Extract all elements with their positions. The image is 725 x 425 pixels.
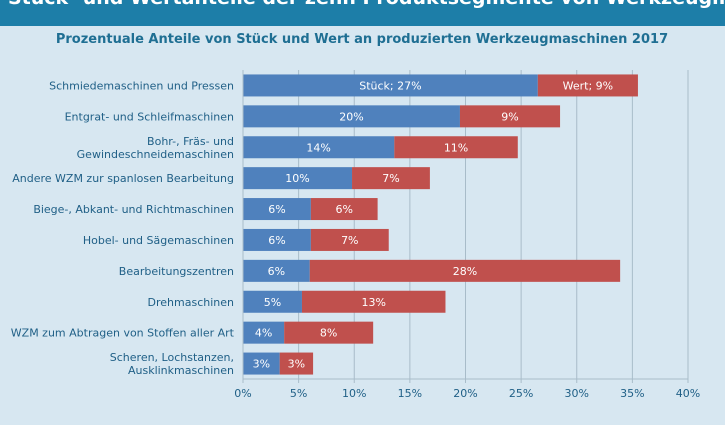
category-label: Bohr-, Fräs- und Gewindeschneidemaschinen <box>77 135 234 161</box>
data-label-wert: 6% <box>336 203 353 216</box>
category-label-line: Schmiedemaschinen und Pressen <box>49 79 234 92</box>
bar-wert <box>459 105 561 128</box>
x-axis-ticks: 0% 5% 10% 15% 20% 25% 30% 35% 40% <box>234 70 700 400</box>
x-tick-label: 25% <box>509 387 533 400</box>
bar-wert <box>537 74 638 97</box>
bar-wert <box>310 228 389 251</box>
data-label-stueck: 4% <box>255 327 272 340</box>
data-label-wert: 9% <box>501 110 518 123</box>
bar-stueck <box>243 321 285 344</box>
bar-stueck <box>243 290 302 313</box>
bar-wert <box>284 321 374 344</box>
chart-svg: Prozentuale Anteile von Stück und Wert a… <box>11 32 700 400</box>
header-bar: Stück- und Wertanteile der zehn Produkts… <box>0 0 725 26</box>
data-label-stueck: 20% <box>339 110 363 123</box>
category-label-line: WZM zum Abtragen von Stoffen aller Art <box>11 327 235 340</box>
data-label-wert: 7% <box>382 172 399 185</box>
x-tick-label: 0% <box>234 387 251 400</box>
data-label-wert: 11% <box>444 141 468 154</box>
bar-stueck <box>243 198 311 221</box>
category-label-line: Bohr-, Fräs- und <box>147 135 234 148</box>
bar-stueck <box>243 105 460 128</box>
bar-stueck <box>243 136 395 159</box>
category-label: Biege-, Abkant- und Richtmaschinen <box>33 203 234 216</box>
category-label: Bearbeitungszentren <box>119 265 234 278</box>
x-tick-label: 15% <box>398 387 422 400</box>
category-labels: Schmiedemaschinen und Pressen Entgrat- un… <box>11 79 235 377</box>
data-label-stueck: 6% <box>268 203 285 216</box>
category-label-line: Entgrat- und Schleifmaschinen <box>65 110 234 123</box>
data-label-stueck: 14% <box>306 141 330 154</box>
chart-title: Prozentuale Anteile von Stück und Wert a… <box>56 32 668 47</box>
bar-wert <box>309 259 621 282</box>
category-label: Andere WZM zur spanlosen Bearbeitung <box>12 172 234 185</box>
category-label: Schmiedemaschinen und Pressen <box>49 79 234 92</box>
data-label-stueck: 6% <box>268 234 285 247</box>
chart-area: Prozentuale Anteile von Stück und Wert a… <box>0 26 725 421</box>
bar-stueck <box>243 352 280 375</box>
data-label-stueck: 10% <box>285 172 309 185</box>
category-label-line: Bearbeitungszentren <box>119 265 234 278</box>
x-tick-label: 35% <box>620 387 644 400</box>
data-label-stueck: 5% <box>264 296 281 309</box>
bar-stueck <box>243 259 310 282</box>
data-label-stueck: 6% <box>268 265 285 278</box>
bar-wert <box>301 290 446 313</box>
category-label-line: Andere WZM zur spanlosen Bearbeitung <box>12 172 234 185</box>
category-label: Entgrat- und Schleifmaschinen <box>65 110 234 123</box>
x-tick-label: 30% <box>565 387 589 400</box>
category-label-line: Hobel- und Sägemaschinen <box>83 234 234 247</box>
category-label-line: Scheren, Lochstanzen, <box>110 351 234 364</box>
data-label-wert: 13% <box>361 296 385 309</box>
bar-wert <box>352 167 430 190</box>
bar-wert <box>394 136 518 159</box>
bar-stueck <box>243 228 311 251</box>
category-label: Drehmaschinen <box>148 296 234 309</box>
data-label-stueck: Stück; 27% <box>359 79 421 92</box>
data-label-wert: Wert; 9% <box>563 79 614 92</box>
category-label-line: Drehmaschinen <box>148 296 234 309</box>
bar-wert <box>279 352 314 375</box>
category-label: Scheren, Lochstanzen, Ausklinkmaschinen <box>110 351 234 377</box>
bars: Stück; 27% Wert; 9% 20% 9% 14% 11% 10% 7% 6% 6% 6%… <box>243 74 638 375</box>
x-tick-label: 40% <box>676 387 700 400</box>
category-label: WZM zum Abtragen von Stoffen aller Art <box>11 327 235 340</box>
x-tick-label: 20% <box>453 387 477 400</box>
data-label-wert: 7% <box>341 234 358 247</box>
bar-wert <box>310 198 378 221</box>
data-label-wert: 8% <box>320 327 337 340</box>
data-label-wert: 3% <box>288 358 305 371</box>
page-title: Stück- und Wertanteile der zehn Produkts… <box>8 0 725 9</box>
data-label-wert: 28% <box>453 265 477 278</box>
category-label-line: Ausklinkmaschinen <box>128 364 234 377</box>
category-label-line: Gewindeschneidemaschinen <box>77 148 234 161</box>
x-tick-label: 10% <box>342 387 366 400</box>
data-label-stueck: 3% <box>253 358 270 371</box>
x-tick-label: 5% <box>290 387 307 400</box>
bar-stueck <box>243 167 353 190</box>
category-label: Hobel- und Sägemaschinen <box>83 234 234 247</box>
bar-stueck <box>243 74 538 97</box>
category-label-line: Biege-, Abkant- und Richtmaschinen <box>33 203 234 216</box>
